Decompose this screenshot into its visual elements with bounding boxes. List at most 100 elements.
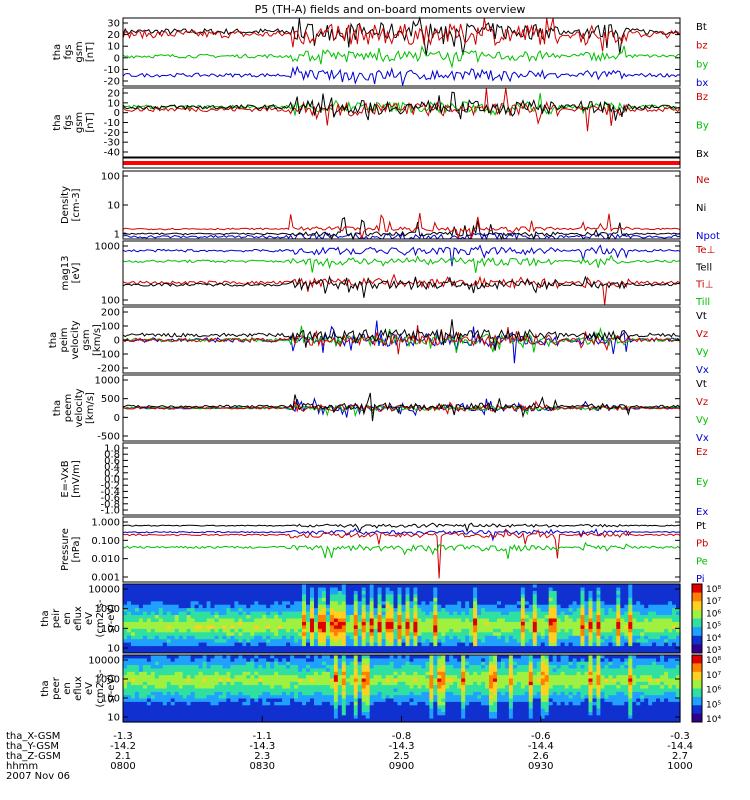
spectrogram-cell xyxy=(182,646,188,651)
spectrogram-cell xyxy=(377,587,383,592)
spectrogram-cell xyxy=(333,632,339,637)
spectrogram-cell xyxy=(198,635,204,640)
spectrogram-cell xyxy=(497,622,502,626)
spectrogram-cell xyxy=(548,642,554,647)
spectrogram-cell xyxy=(282,708,287,713)
spectrogram-cell xyxy=(377,685,383,690)
spectrogram-cell xyxy=(365,615,371,619)
spectrogram-cell xyxy=(437,601,442,606)
spectrogram-cell xyxy=(469,632,474,637)
spectrogram-cell xyxy=(286,625,291,630)
spectrogram-cell xyxy=(536,590,542,595)
spectrogram-cell xyxy=(194,642,200,647)
spectrogram-cell xyxy=(226,632,231,637)
spectrogram-cell xyxy=(134,705,140,710)
spectrogram-cell xyxy=(258,628,263,633)
spectrogram-cell xyxy=(588,642,594,647)
spectrogram-cell xyxy=(652,615,657,619)
spectrogram-cell xyxy=(369,628,375,633)
spectrogram-cell xyxy=(214,715,220,720)
spectrogram-cell xyxy=(146,618,152,623)
spectrogram-cell xyxy=(341,668,347,673)
spectrogram-cell xyxy=(286,712,291,716)
spectrogram-cell xyxy=(258,718,263,723)
y-tick-label: 100 xyxy=(101,322,120,333)
spectrogram-cell xyxy=(270,639,275,644)
spectrogram-cell xyxy=(321,678,327,683)
spectrogram-cell xyxy=(401,604,407,609)
spectrogram-cell xyxy=(580,628,586,633)
spectrogram-cell xyxy=(278,665,283,669)
spectrogram-cell xyxy=(206,615,212,619)
colorbar-tick-label: 10⁸ xyxy=(706,585,721,595)
spectrogram-cell xyxy=(516,649,522,654)
spectrogram-cell xyxy=(640,635,645,640)
spectrogram-cell xyxy=(242,628,247,633)
spectrogram-cell xyxy=(397,587,403,592)
spectrogram-cell xyxy=(270,671,275,676)
spectrogram-cell xyxy=(600,611,605,616)
spectrogram-cell xyxy=(262,622,267,626)
spectrogram-cell xyxy=(461,594,466,599)
spectrogram-cell xyxy=(636,594,641,599)
spectrogram-cell xyxy=(341,685,347,690)
spectrogram-cell xyxy=(421,615,426,619)
spectrogram-cell xyxy=(564,608,570,613)
spectrogram-cell xyxy=(317,688,323,693)
spectrogram-cell xyxy=(465,705,470,710)
spectrogram-cell xyxy=(397,646,403,651)
spectrogram-cell xyxy=(532,639,538,644)
spectrogram-cell xyxy=(162,658,168,663)
spectrogram-cell xyxy=(306,649,311,654)
spectrogram-cell xyxy=(238,675,243,680)
spectrogram-cell xyxy=(377,678,383,683)
spectrogram-cell xyxy=(298,625,303,630)
spectrogram-cell xyxy=(425,646,430,651)
spectrogram-cell xyxy=(676,611,681,616)
spectrogram-cell xyxy=(572,646,578,651)
spectrogram-cell xyxy=(270,597,275,602)
spectrogram-cell xyxy=(349,608,355,613)
spectrogram-cell xyxy=(138,665,144,669)
spectrogram-cell xyxy=(138,642,144,647)
spectrogram-cell xyxy=(345,658,351,663)
spectrogram-cell xyxy=(186,685,192,690)
spectrogram-cell xyxy=(429,695,434,700)
spectrogram-cell xyxy=(178,597,184,602)
spectrogram-cell xyxy=(226,691,231,696)
spectrogram-cell xyxy=(353,642,359,647)
spectrogram-cell xyxy=(369,615,375,619)
spectrogram-cell xyxy=(218,628,224,633)
spectrogram-cell xyxy=(290,668,295,673)
spectrogram-cell xyxy=(317,649,323,654)
spectrogram-cell xyxy=(298,688,303,693)
spectrogram-cell xyxy=(131,678,136,683)
spectrogram-cell xyxy=(548,625,554,630)
spectrogram-cell xyxy=(401,608,407,613)
spectrogram-cell xyxy=(473,608,478,613)
spectrogram-cell xyxy=(190,658,196,663)
spectrogram-cell xyxy=(302,622,307,626)
spectrogram-cell xyxy=(393,601,399,606)
spectrogram-cell xyxy=(413,639,418,644)
spectrogram-cell xyxy=(250,658,255,663)
spectrogram-cell xyxy=(640,601,645,606)
y-tick-label: 0.4 xyxy=(104,462,120,473)
spectrogram-cell xyxy=(501,671,506,676)
spectrogram-cell xyxy=(504,691,510,696)
spectrogram-cell xyxy=(337,685,343,690)
spectrogram-cell xyxy=(325,698,331,703)
spectrogram-cell xyxy=(158,608,164,613)
spectrogram-cell xyxy=(182,608,188,613)
spectrogram-cell xyxy=(174,611,180,616)
spectrogram-cell xyxy=(158,708,164,713)
spectrogram-cell xyxy=(146,718,152,723)
spectrogram-cell xyxy=(278,594,283,599)
spectrogram-cell xyxy=(409,635,415,640)
spectrogram-cell xyxy=(282,649,287,654)
spectrogram-cell xyxy=(481,698,486,703)
spectrogram-cell xyxy=(218,661,224,666)
spectrogram-cell xyxy=(270,695,275,700)
spectrogram-cell xyxy=(262,671,267,676)
spectrogram-cell xyxy=(433,625,438,630)
